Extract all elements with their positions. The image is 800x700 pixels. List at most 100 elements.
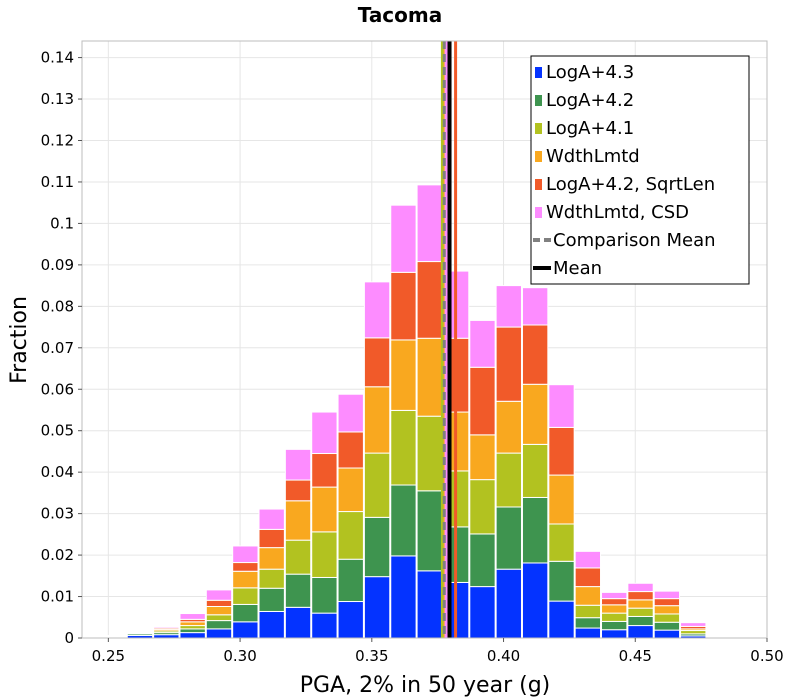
- bar-segment: [653, 629, 681, 639]
- y-tick-label: 0.07: [41, 339, 74, 357]
- bar-segment: [284, 500, 312, 541]
- bar-segment: [179, 632, 206, 639]
- legend-label: LogA+4.2: [546, 90, 634, 111]
- bar-segment: [601, 620, 628, 631]
- bar-segment: [232, 570, 259, 589]
- bar-segment: [311, 612, 338, 639]
- legend-label: LogA+4.3: [546, 62, 634, 83]
- bar-segment: [416, 184, 443, 263]
- legend-label: Mean: [553, 258, 602, 279]
- y-tick-label: 0.14: [41, 49, 74, 67]
- legend-label: WdthLmtd: [546, 146, 640, 167]
- bar-segment: [258, 568, 285, 589]
- bar-segment: [521, 287, 549, 326]
- bar-segment: [232, 587, 259, 605]
- bar-segment: [469, 586, 496, 639]
- legend-swatch: [535, 151, 542, 162]
- bar-segment: [601, 604, 628, 614]
- chart-title: Tacoma: [358, 3, 443, 27]
- bar-segment: [601, 591, 628, 600]
- y-tick-label: 0.13: [41, 90, 74, 108]
- bar-segment: [653, 598, 681, 607]
- y-tick-label: 0.09: [41, 256, 74, 274]
- bar-segment: [548, 560, 575, 602]
- bar-segment: [548, 426, 575, 476]
- bar-segment: [390, 204, 417, 273]
- bar-segment: [548, 474, 575, 525]
- bar-segment: [416, 337, 443, 417]
- bar-segment: [179, 628, 206, 634]
- bar-segment: [653, 590, 681, 600]
- bar-segment: [205, 628, 233, 639]
- plot-area: 0 0.01 0.02 0.03 0.04 0.05 0.06 0.07 0.08 0.09 0.1…: [41, 40, 784, 665]
- bar-segment: [258, 547, 285, 570]
- bar-segment: [205, 614, 233, 622]
- bar-segment: [548, 523, 575, 562]
- legend-label: Comparison Mean: [553, 230, 716, 251]
- bar-segment: [311, 531, 338, 578]
- y-tick-label: 0.05: [41, 422, 74, 440]
- bar-segment: [627, 607, 654, 617]
- bar-segment: [258, 508, 285, 530]
- bar-segment: [653, 605, 681, 615]
- bar-segment: [179, 613, 206, 620]
- y-tick-label: 0.11: [41, 173, 74, 191]
- bar-segment: [258, 528, 285, 549]
- y-tick-label: 0.02: [41, 546, 74, 564]
- bar-segment: [627, 599, 654, 609]
- bar-segment: [627, 625, 654, 639]
- bar-segment: [284, 606, 312, 639]
- legend: LogA+4.3 LogA+4.2 LogA+4.1 WdthLmtd LogA+4.2…: [530, 55, 750, 285]
- bar-segment: [521, 324, 549, 385]
- legend-label: WdthLmtd, CSD: [546, 202, 689, 223]
- bar-segment: [495, 568, 522, 639]
- y-tick-label: 0.01: [41, 588, 74, 606]
- bar-segment: [363, 516, 391, 578]
- bar-segment: [390, 339, 417, 411]
- bar-segment: [469, 434, 496, 481]
- bar-segment: [205, 620, 233, 630]
- bar-segment: [363, 386, 391, 454]
- bar-segment: [205, 599, 233, 607]
- bar-segment: [153, 626, 180, 629]
- bar-segment: [311, 486, 338, 533]
- bar-segment: [521, 496, 549, 564]
- bar-segment: [495, 326, 522, 402]
- bar-segment: [416, 415, 443, 492]
- bar-segment: [337, 431, 364, 469]
- legend-swatch: [535, 179, 542, 190]
- legend-label: LogA+4.2, SqrtLen: [546, 174, 715, 195]
- bar-segment: [363, 452, 391, 518]
- bar-segment: [601, 612, 628, 622]
- y-axis-title: Fraction: [7, 296, 32, 384]
- x-tick-label: 0.25: [92, 647, 125, 665]
- bar-segment: [495, 506, 522, 570]
- bar-segment: [337, 558, 364, 603]
- bar-segment: [311, 453, 338, 488]
- bar-segment: [284, 448, 312, 481]
- bar-segment: [521, 562, 549, 639]
- bar-segment: [363, 337, 391, 388]
- bar-segment: [205, 605, 233, 616]
- bar-segment: [601, 598, 628, 606]
- bar-segment: [390, 409, 417, 486]
- legend-swatch: [535, 95, 542, 106]
- bar-segment: [469, 479, 496, 535]
- bar-segment: [469, 366, 496, 436]
- bar-segment: [311, 411, 338, 455]
- y-tick-label: 0.12: [41, 132, 74, 150]
- x-tick-label: 0.30: [223, 647, 256, 665]
- x-tick-label: 0.50: [750, 647, 783, 665]
- x-tick-label: 0.40: [487, 647, 520, 665]
- legend-label: LogA+4.1: [546, 118, 634, 139]
- bar-segment: [232, 603, 259, 623]
- bar-segment: [416, 261, 443, 339]
- bar-segment: [574, 550, 602, 569]
- legend-swatch: [535, 123, 542, 134]
- bar-segment: [284, 539, 312, 575]
- y-tick-label: 0.06: [41, 380, 74, 398]
- bar-segment: [284, 573, 312, 608]
- bar-segment: [574, 617, 602, 629]
- x-tick-label: 0.45: [619, 647, 652, 665]
